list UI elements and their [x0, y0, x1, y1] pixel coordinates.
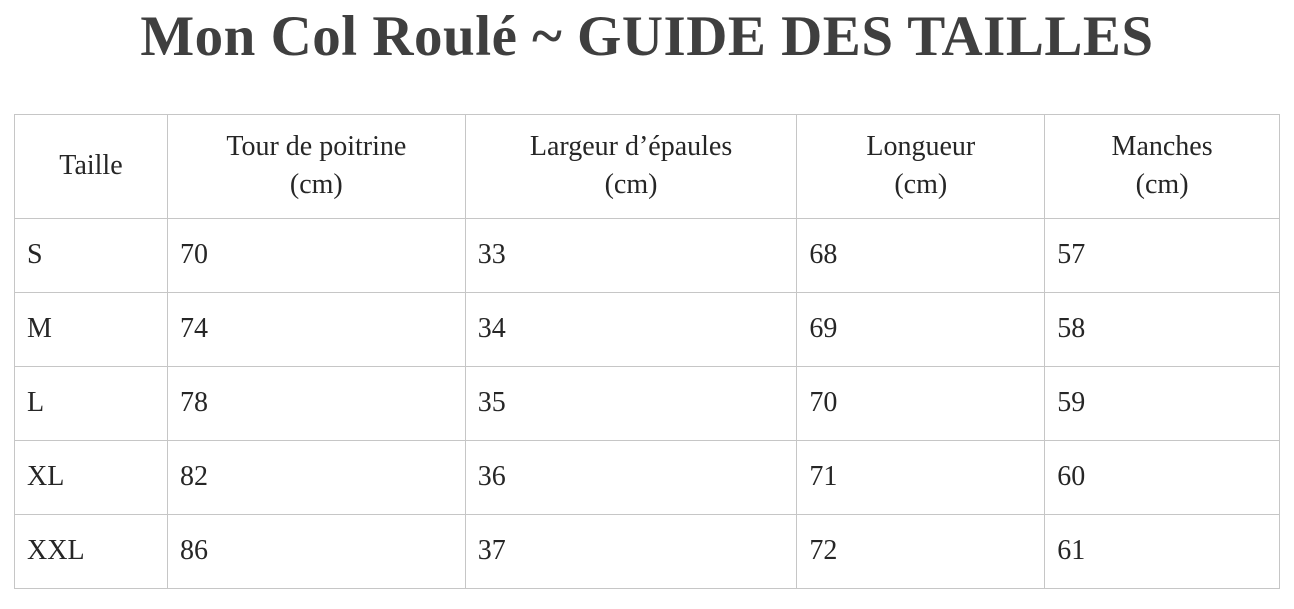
column-header-largeur-epaules: Largeur d’épaules (cm): [464, 113, 798, 219]
cell-size: XXL: [14, 513, 168, 589]
cell-chest: 78: [166, 365, 466, 441]
cell-length: 68: [796, 217, 1046, 293]
cell-chest: 74: [166, 291, 466, 367]
size-guide-table: Taille Tour de poitrine (cm) Largeur d’é…: [14, 113, 1280, 589]
cell-shoulders: 37: [464, 513, 798, 589]
table-row: XXL 86 37 72 61: [14, 513, 1280, 589]
cell-sleeves: 59: [1044, 365, 1280, 441]
column-header-manches: Manches (cm): [1044, 113, 1280, 219]
column-header-tour-de-poitrine: Tour de poitrine (cm): [166, 113, 466, 219]
table-row: XL 82 36 71 60: [14, 439, 1280, 515]
column-header-label: Tour de poitrine: [226, 130, 407, 162]
column-header-label: Manches: [1111, 130, 1213, 162]
table-header: Taille Tour de poitrine (cm) Largeur d’é…: [14, 113, 1280, 219]
cell-shoulders: 35: [464, 365, 798, 441]
cell-size: M: [14, 291, 168, 367]
column-header-unit: (cm): [289, 169, 343, 201]
cell-size: S: [14, 217, 168, 293]
table-body: S 70 33 68 57 M 74 34 69 58 L 78 35 70 5…: [14, 217, 1280, 589]
cell-chest: 70: [166, 217, 466, 293]
column-header-unit: (cm): [1135, 169, 1189, 201]
cell-shoulders: 34: [464, 291, 798, 367]
cell-length: 70: [796, 365, 1046, 441]
column-header-unit: (cm): [604, 169, 658, 201]
table-row: S 70 33 68 57: [14, 217, 1280, 293]
page-title: Mon Col Roulé ~ GUIDE DES TAILLES: [140, 5, 1154, 68]
column-header-longueur: Longueur (cm): [796, 113, 1046, 219]
cell-shoulders: 33: [464, 217, 798, 293]
table-row: L 78 35 70 59: [14, 365, 1280, 441]
cell-sleeves: 57: [1044, 217, 1280, 293]
cell-sleeves: 61: [1044, 513, 1280, 589]
column-header-label: Largeur d’épaules: [529, 130, 733, 162]
cell-size: XL: [14, 439, 168, 515]
table-row: M 74 34 69 58: [14, 291, 1280, 367]
cell-length: 72: [796, 513, 1046, 589]
cell-size: L: [14, 365, 168, 441]
column-header-label: Taille: [59, 149, 123, 181]
cell-chest: 86: [166, 513, 466, 589]
column-header-taille: Taille: [14, 113, 168, 219]
cell-length: 69: [796, 291, 1046, 367]
cell-shoulders: 36: [464, 439, 798, 515]
column-header-label: Longueur: [866, 130, 976, 162]
cell-length: 71: [796, 439, 1046, 515]
column-header-unit: (cm): [894, 169, 948, 201]
cell-sleeves: 58: [1044, 291, 1280, 367]
cell-sleeves: 60: [1044, 439, 1280, 515]
cell-chest: 82: [166, 439, 466, 515]
header-row: Taille Tour de poitrine (cm) Largeur d’é…: [14, 113, 1280, 219]
